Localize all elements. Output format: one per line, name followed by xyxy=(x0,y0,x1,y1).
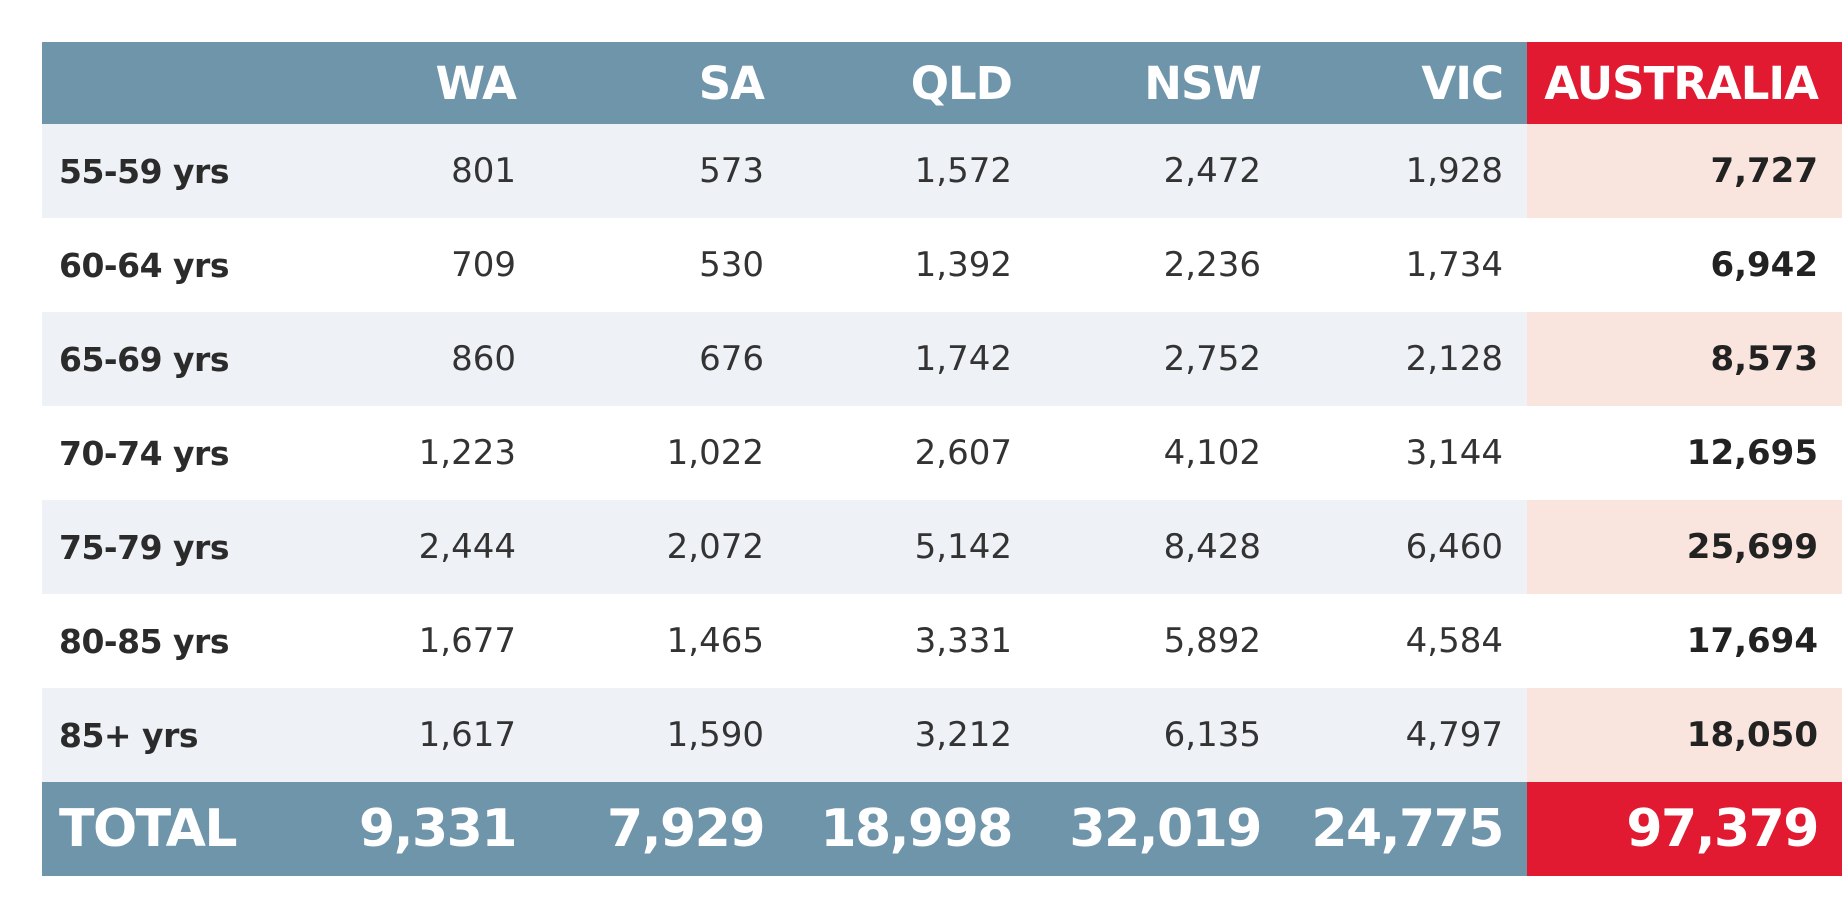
cell-sa: 2,072 xyxy=(540,500,788,594)
cell-vic: 3,144 xyxy=(1285,406,1527,500)
cell-vic: 4,797 xyxy=(1285,688,1527,782)
row-label: 85+ yrs xyxy=(42,688,291,782)
cell-australia: 6,942 xyxy=(1527,218,1842,312)
total-qld: 18,998 xyxy=(788,782,1036,876)
cell-wa: 1,617 xyxy=(291,688,540,782)
row-label: 60-64 yrs xyxy=(42,218,291,312)
table-row: 60-64 yrs 709 530 1,392 2,236 1,734 6,94… xyxy=(42,218,1842,312)
cell-qld: 5,142 xyxy=(788,500,1036,594)
table-row: 75-79 yrs 2,444 2,072 5,142 8,428 6,460 … xyxy=(42,500,1842,594)
cell-australia: 7,727 xyxy=(1527,124,1842,218)
row-label: 70-74 yrs xyxy=(42,406,291,500)
cell-nsw: 2,752 xyxy=(1036,312,1285,406)
total-sa: 7,929 xyxy=(540,782,788,876)
table-row: 85+ yrs 1,617 1,590 3,212 6,135 4,797 18… xyxy=(42,688,1842,782)
table-row: 65-69 yrs 860 676 1,742 2,752 2,128 8,57… xyxy=(42,312,1842,406)
cell-nsw: 4,102 xyxy=(1036,406,1285,500)
cell-wa: 801 xyxy=(291,124,540,218)
cell-nsw: 2,236 xyxy=(1036,218,1285,312)
row-label: 65-69 yrs xyxy=(42,312,291,406)
cell-qld: 1,742 xyxy=(788,312,1036,406)
cell-nsw: 6,135 xyxy=(1036,688,1285,782)
table-row: 55-59 yrs 801 573 1,572 2,472 1,928 7,72… xyxy=(42,124,1842,218)
total-vic: 24,775 xyxy=(1285,782,1527,876)
cell-sa: 1,465 xyxy=(540,594,788,688)
age-by-state-table: WA SA QLD NSW VIC AUSTRALIA 55-59 yrs 80… xyxy=(42,42,1842,876)
cell-wa: 2,444 xyxy=(291,500,540,594)
header-nsw: NSW xyxy=(1036,42,1285,124)
total-wa: 9,331 xyxy=(291,782,540,876)
cell-australia: 8,573 xyxy=(1527,312,1842,406)
header-row: WA SA QLD NSW VIC AUSTRALIA xyxy=(42,42,1842,124)
row-label: 80-85 yrs xyxy=(42,594,291,688)
cell-sa: 1,022 xyxy=(540,406,788,500)
cell-vic: 1,928 xyxy=(1285,124,1527,218)
cell-nsw: 2,472 xyxy=(1036,124,1285,218)
cell-qld: 3,212 xyxy=(788,688,1036,782)
cell-sa: 676 xyxy=(540,312,788,406)
cell-qld: 1,392 xyxy=(788,218,1036,312)
cell-qld: 1,572 xyxy=(788,124,1036,218)
header-sa: SA xyxy=(540,42,788,124)
total-nsw: 32,019 xyxy=(1036,782,1285,876)
cell-nsw: 8,428 xyxy=(1036,500,1285,594)
cell-wa: 709 xyxy=(291,218,540,312)
cell-sa: 530 xyxy=(540,218,788,312)
cell-australia: 12,695 xyxy=(1527,406,1842,500)
cell-qld: 3,331 xyxy=(788,594,1036,688)
header-wa: WA xyxy=(291,42,540,124)
cell-vic: 4,584 xyxy=(1285,594,1527,688)
table-row: 70-74 yrs 1,223 1,022 2,607 4,102 3,144 … xyxy=(42,406,1842,500)
cell-sa: 1,590 xyxy=(540,688,788,782)
cell-wa: 1,677 xyxy=(291,594,540,688)
total-label: TOTAL xyxy=(42,782,291,876)
table-row: 80-85 yrs 1,677 1,465 3,331 5,892 4,584 … xyxy=(42,594,1842,688)
header-corner xyxy=(42,42,291,124)
cell-nsw: 5,892 xyxy=(1036,594,1285,688)
total-row: TOTAL 9,331 7,929 18,998 32,019 24,775 9… xyxy=(42,782,1842,876)
row-label: 75-79 yrs xyxy=(42,500,291,594)
header-australia: AUSTRALIA xyxy=(1527,42,1842,124)
header-vic: VIC xyxy=(1285,42,1527,124)
cell-australia: 25,699 xyxy=(1527,500,1842,594)
cell-wa: 1,223 xyxy=(291,406,540,500)
cell-vic: 1,734 xyxy=(1285,218,1527,312)
header-qld: QLD xyxy=(788,42,1036,124)
total-australia: 97,379 xyxy=(1527,782,1842,876)
cell-sa: 573 xyxy=(540,124,788,218)
cell-qld: 2,607 xyxy=(788,406,1036,500)
cell-australia: 17,694 xyxy=(1527,594,1842,688)
cell-wa: 860 xyxy=(291,312,540,406)
row-label: 55-59 yrs xyxy=(42,124,291,218)
cell-vic: 2,128 xyxy=(1285,312,1527,406)
cell-vic: 6,460 xyxy=(1285,500,1527,594)
cell-australia: 18,050 xyxy=(1527,688,1842,782)
